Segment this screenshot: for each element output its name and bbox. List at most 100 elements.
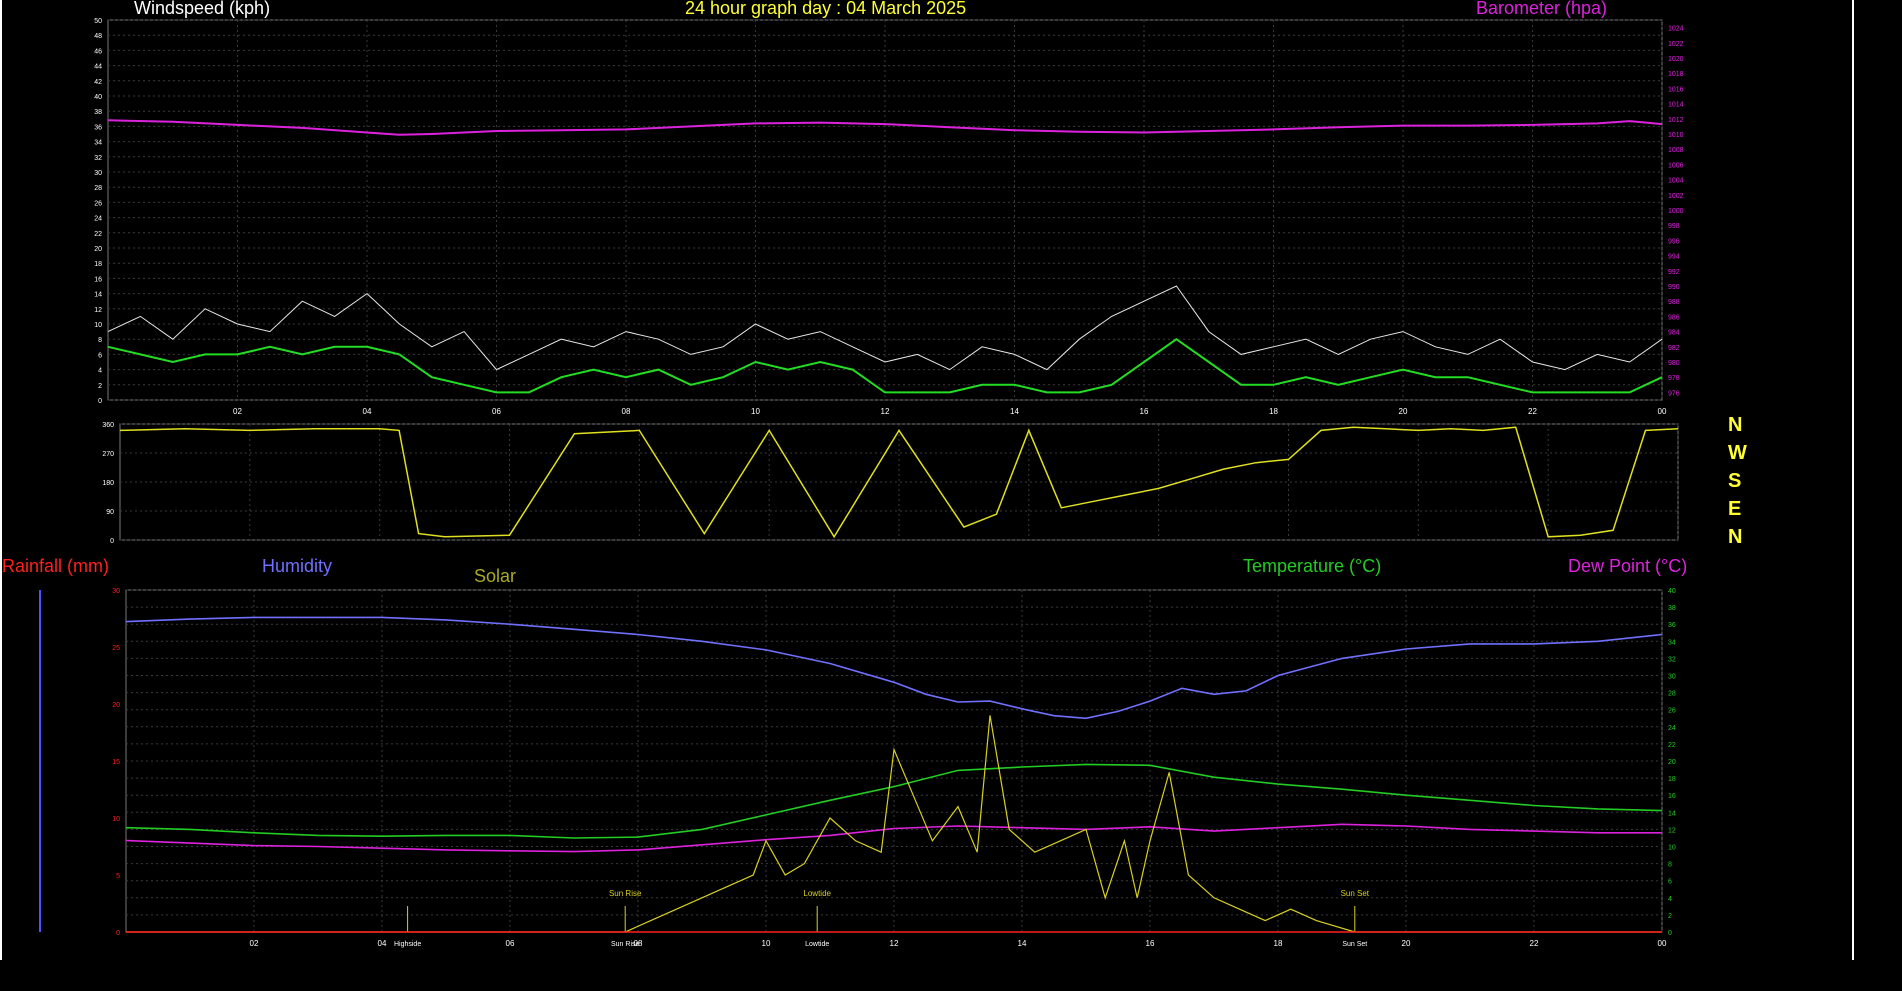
wind-x-tick-label: 00	[1658, 407, 1667, 416]
wind-y-tick-label: 22	[94, 231, 102, 238]
temp-x-tick-label: 16	[1146, 939, 1155, 948]
wind-y-tick-label: 28	[94, 185, 102, 192]
wind-x-tick-label: 18	[1269, 407, 1278, 416]
temp-y-tick-label: 36	[1668, 622, 1676, 629]
rain-y-tick-label: 20	[112, 702, 120, 709]
wind-x-tick-label: 22	[1528, 407, 1537, 416]
baro-y-tick-label: 1022	[1668, 41, 1684, 48]
compass-label-n-top: N	[1728, 414, 1743, 436]
wind-x-tick-label: 06	[492, 407, 501, 416]
wind-y-tick-label: 8	[98, 337, 102, 344]
direction-y-tick-label: 90	[106, 509, 114, 516]
series-direction	[119, 426, 1679, 539]
wind-x-tick-label: 10	[751, 407, 760, 416]
rain-y-tick-label: 30	[112, 588, 120, 595]
humidity-label: Humidity	[262, 556, 333, 576]
event-top-label: Lowtide	[803, 889, 831, 898]
chart-title: 24 hour graph day : 04 March 2025	[685, 0, 967, 18]
wind-x-tick-label: 08	[622, 407, 631, 416]
temp-x-tick-label: 20	[1402, 939, 1411, 948]
baro-y-tick-label: 984	[1668, 330, 1680, 337]
baro-y-tick-label: 1004	[1668, 178, 1684, 185]
temp-y-tick-label: 32	[1668, 656, 1676, 663]
temp-y-tick-label: 12	[1668, 827, 1676, 834]
direction-y-tick-label: 180	[102, 480, 114, 487]
temp-x-tick-label: 18	[1274, 939, 1283, 948]
wind-y-tick-label: 36	[94, 124, 102, 131]
wind-x-tick-label: 02	[233, 407, 242, 416]
baro-y-tick-label: 996	[1668, 238, 1680, 245]
baro-y-tick-label: 986	[1668, 314, 1680, 321]
wind-x-tick-label: 16	[1140, 407, 1149, 416]
series-temperature	[125, 763, 1663, 839]
temp-y-tick-label: 14	[1668, 810, 1676, 817]
event-bottom-label: Highside	[394, 941, 421, 948]
temp-y-tick-label: 16	[1668, 793, 1676, 800]
windspeed-axis-label: Windspeed (kph)	[134, 0, 271, 18]
rain-y-tick-label: 25	[112, 645, 120, 652]
temp-x-tick-label: 12	[890, 939, 899, 948]
baro-y-tick-label: 1020	[1668, 56, 1684, 63]
wind-y-tick-label: 46	[94, 48, 102, 55]
temp-y-tick-label: 20	[1668, 759, 1676, 766]
series-solar	[126, 715, 1662, 933]
baro-y-tick-label: 1024	[1668, 26, 1684, 33]
series-humidity	[125, 616, 1663, 720]
barometer-axis-label: Barometer (hpa)	[1476, 0, 1608, 18]
baro-y-tick-label: 1016	[1668, 86, 1684, 93]
baro-y-tick-label: 1012	[1668, 117, 1684, 124]
wind-y-tick-label: 4	[98, 368, 102, 375]
wind-y-tick-label: 18	[94, 261, 102, 268]
solar-label: Solar	[474, 566, 517, 586]
baro-y-tick-label: 982	[1668, 345, 1680, 352]
baro-y-tick-label: 994	[1668, 254, 1680, 261]
wind-y-tick-label: 40	[94, 94, 102, 101]
event-top-label: Sun Rise	[609, 889, 642, 898]
temp-y-tick-label: 40	[1668, 588, 1676, 595]
wind-y-tick-label: 34	[94, 140, 102, 147]
series-wind_avg	[107, 337, 1663, 394]
baro-y-tick-label: 990	[1668, 284, 1680, 291]
temp-x-tick-label: 10	[762, 939, 771, 948]
temp-y-tick-label: 0	[1668, 930, 1672, 937]
temp-y-tick-label: 30	[1668, 674, 1676, 681]
baro-y-tick-label: 1008	[1668, 147, 1684, 154]
temp-x-tick-label: 06	[506, 939, 515, 948]
event-bottom-label: Sun Rise	[611, 941, 640, 948]
temp-x-tick-label: 04	[378, 939, 387, 948]
wind-y-tick-label: 14	[94, 292, 102, 299]
wind-y-tick-label: 30	[94, 170, 102, 177]
temp-y-tick-label: 8	[1668, 862, 1672, 869]
series-wind	[107, 285, 1663, 371]
temp-x-tick-label: 08	[634, 939, 643, 948]
wind-y-tick-label: 50	[94, 18, 102, 25]
rain-y-tick-label: 5	[116, 873, 120, 880]
wind-y-tick-label: 42	[94, 79, 102, 86]
event-bottom-label: Lowtide	[805, 941, 829, 948]
temp-y-tick-label: 38	[1668, 605, 1676, 612]
wind-y-tick-label: 10	[94, 322, 102, 329]
temp-y-tick-label: 2	[1668, 913, 1672, 920]
wind-x-tick-label: 20	[1399, 407, 1408, 416]
baro-y-tick-label: 1018	[1668, 71, 1684, 78]
wind-x-tick-label: 14	[1010, 407, 1019, 416]
compass-label-w: W	[1728, 442, 1747, 464]
baro-y-tick-label: 976	[1668, 390, 1680, 397]
temp-y-tick-label: 22	[1668, 742, 1676, 749]
baro-y-tick-label: 1014	[1668, 102, 1684, 109]
temp-y-tick-label: 24	[1668, 725, 1676, 732]
wind-y-tick-label: 12	[94, 307, 102, 314]
compass-label-n-bottom: N	[1728, 526, 1743, 548]
baro-y-tick-label: 1010	[1668, 132, 1684, 139]
temp-y-tick-label: 28	[1668, 691, 1676, 698]
direction-y-tick-label: 360	[102, 422, 114, 429]
baro-y-tick-label: 978	[1668, 375, 1680, 382]
temp-y-tick-label: 10	[1668, 845, 1676, 852]
wind-y-tick-label: 2	[98, 383, 102, 390]
baro-y-tick-label: 1002	[1668, 193, 1684, 200]
baro-y-tick-label: 988	[1668, 299, 1680, 306]
temp-y-tick-label: 6	[1668, 879, 1672, 886]
rain-y-tick-label: 0	[116, 930, 120, 937]
series-dewpoint	[125, 823, 1662, 853]
